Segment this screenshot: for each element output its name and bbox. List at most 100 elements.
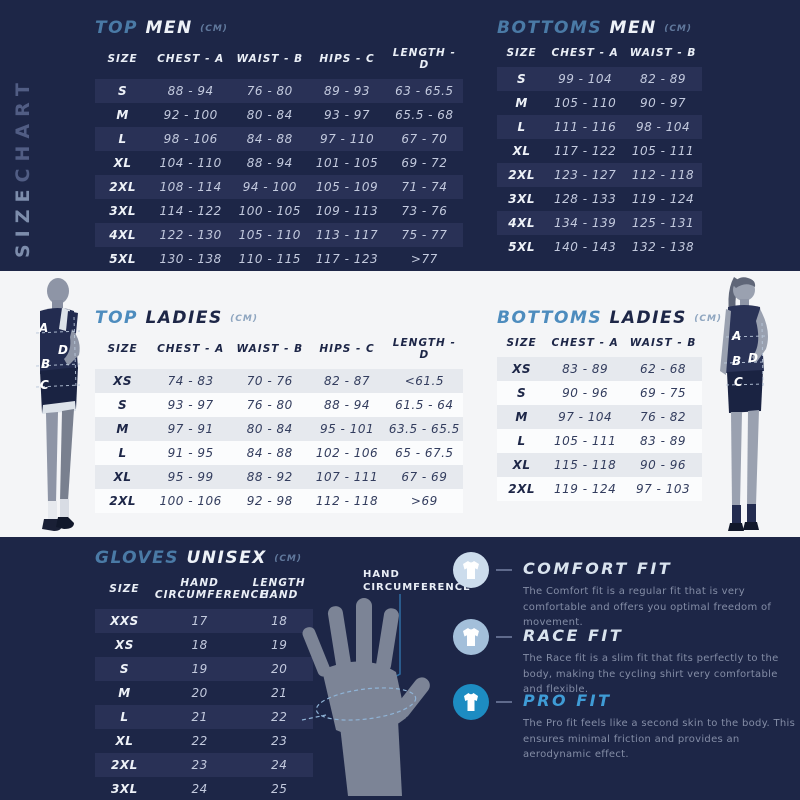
column-header: SIZE (107, 343, 138, 355)
table-row: L 111 - 116 98 - 104 (497, 115, 702, 139)
table-cell: 25 (271, 782, 288, 796)
table-row: XL 95 - 99 88 - 92 107 - 111 67 - 69 (95, 465, 463, 489)
table-row: XXS 17 18 (95, 609, 313, 633)
table-row: 2XL 119 - 124 97 - 103 (497, 477, 702, 501)
hand-illustration (292, 598, 444, 796)
table-cell: 123 - 127 (553, 168, 617, 182)
table-cell: 65.5 - 68 (395, 108, 454, 122)
column-header: HIPS - C (319, 53, 375, 65)
column-header: CHEST - A (157, 343, 225, 355)
table-cell: 62 - 68 (640, 362, 687, 376)
table-cell: XS (512, 362, 532, 376)
table-cell: 100 - 105 (238, 204, 301, 218)
table-cell: 3XL (508, 192, 535, 206)
table-cell: >69 (410, 494, 438, 508)
table-cell: 112 - 118 (631, 168, 695, 182)
column-header: HIPS - C (319, 343, 375, 355)
table-row: 3XL 24 25 (95, 777, 313, 800)
title-word1: TOP (95, 18, 139, 38)
table-cell: 104 - 110 (159, 156, 222, 170)
title-unit: (CM) (230, 314, 258, 324)
table-body: SIZE CHEST - A WAIST - B XS 83 - 89 62 - 68 S 9… (497, 332, 702, 501)
table-row: XL 104 - 110 88 - 94 101 - 105 69 - 72 (95, 151, 463, 175)
ladies-model-photo: A B D C (690, 271, 794, 537)
table-row: S 19 20 (95, 657, 313, 681)
table-cell: 93 - 97 (167, 398, 214, 412)
top-men-table: TOP MEN (CM) SIZE CHEST - A WAIST - B HIPS … (95, 18, 463, 271)
table-cell: 98 - 106 (163, 132, 218, 146)
table-row: S 90 - 96 69 - 75 (497, 381, 702, 405)
column-header: SIZE (109, 583, 140, 595)
table-row: XL 117 - 122 105 - 111 (497, 139, 702, 163)
table-cell: 18 (191, 638, 208, 652)
table-cell: <61.5 (404, 374, 444, 388)
table-cell: 76 - 82 (640, 410, 687, 424)
table-cell: 119 - 124 (553, 482, 617, 496)
table-cell: 76 - 80 (246, 84, 293, 98)
title-unit: (CM) (200, 24, 228, 34)
connector-line (496, 701, 512, 703)
table-row: XL 115 - 118 90 - 96 (497, 453, 702, 477)
table-row: XS 74 - 83 70 - 76 82 - 87 <61.5 (95, 369, 463, 393)
table-cell: 130 - 138 (159, 252, 222, 266)
table-cell: M (116, 108, 129, 122)
table-cell: 21 (271, 686, 288, 700)
table-cell: 109 - 113 (315, 204, 379, 218)
title-word2: MEN (609, 18, 657, 38)
title-word1: BOTTOMS (497, 18, 603, 38)
table-cell: XXS (110, 614, 139, 628)
table-cell: 67 - 70 (401, 132, 448, 146)
column-header: LENGTH - D (392, 337, 456, 361)
table-cell: 83 - 89 (562, 362, 609, 376)
table-body: SIZE CHEST - A WAIST - B S 99 - 104 82 - 89 M 1… (497, 42, 702, 259)
table-cell: 82 - 87 (324, 374, 371, 388)
measure-letter-c: C (734, 375, 743, 389)
table-cell: 63 - 65.5 (395, 84, 454, 98)
table-title: BOTTOMS LADIES (CM) (497, 308, 721, 332)
table-cell: 3XL (109, 204, 136, 218)
fit-description: The Comfort fit is a regular fit that is… (523, 586, 772, 628)
table-cell: 24 (191, 782, 208, 796)
table-cell: M (515, 410, 528, 424)
table-cell: 22 (271, 710, 288, 724)
table-row: 4XL 122 - 130 105 - 110 113 - 117 75 - 77 (95, 223, 463, 247)
table-cell: 2XL (508, 168, 535, 182)
fit-title: PRO FIT (523, 691, 612, 710)
fit-description: The Pro fit feels like a second skin to … (523, 718, 796, 760)
table-row: 3XL 128 - 133 119 - 124 (497, 187, 702, 211)
table-cell: 24 (271, 758, 288, 772)
title-unit: (CM) (664, 24, 693, 34)
table-row: S 99 - 104 82 - 89 (497, 67, 702, 91)
table-cell: 22 (191, 734, 208, 748)
table-cell: XL (113, 156, 132, 170)
table-cell: 90 - 96 (640, 458, 687, 472)
table-cell: 132 - 138 (631, 240, 695, 254)
table-cell: 91 - 95 (167, 446, 214, 460)
title-word1: TOP (95, 308, 139, 328)
table-cell: 94 - 100 (242, 180, 297, 194)
title-word2: LADIES (145, 308, 223, 328)
table-cell: 3XL (111, 782, 138, 796)
measure-letter-b: B (732, 354, 742, 368)
table-row: 4XL 134 - 139 125 - 131 (497, 211, 702, 235)
title-word2: LADIES (609, 308, 687, 328)
table-cell: 105 - 111 (553, 434, 617, 448)
table-cell: 80 - 84 (246, 108, 293, 122)
table-title: TOP LADIES (CM) (95, 308, 463, 332)
column-header: WAIST - B (629, 47, 697, 59)
table-cell: 23 (191, 758, 208, 772)
table-row: 3XL 114 - 122 100 - 105 109 - 113 73 - 76 (95, 199, 463, 223)
table-row: M 97 - 91 80 - 84 95 - 101 63.5 - 65.5 (95, 417, 463, 441)
table-cell: S (118, 84, 128, 98)
header-row: SIZE CHEST - A WAIST - B HIPS - C LENGTH - D (95, 42, 463, 79)
table-cell: 88 - 94 (167, 84, 214, 98)
table-cell: 21 (191, 710, 208, 724)
measure-letter-c: C (40, 378, 49, 392)
table-cell: L (517, 434, 526, 448)
fit-title: COMFORT FIT (523, 559, 673, 578)
column-header: HAND CIRCUMFERENCE (154, 577, 268, 601)
column-header: LENGTH HAND (252, 577, 306, 601)
table-cell: S (517, 386, 527, 400)
table-cell: 110 - 115 (238, 252, 301, 266)
